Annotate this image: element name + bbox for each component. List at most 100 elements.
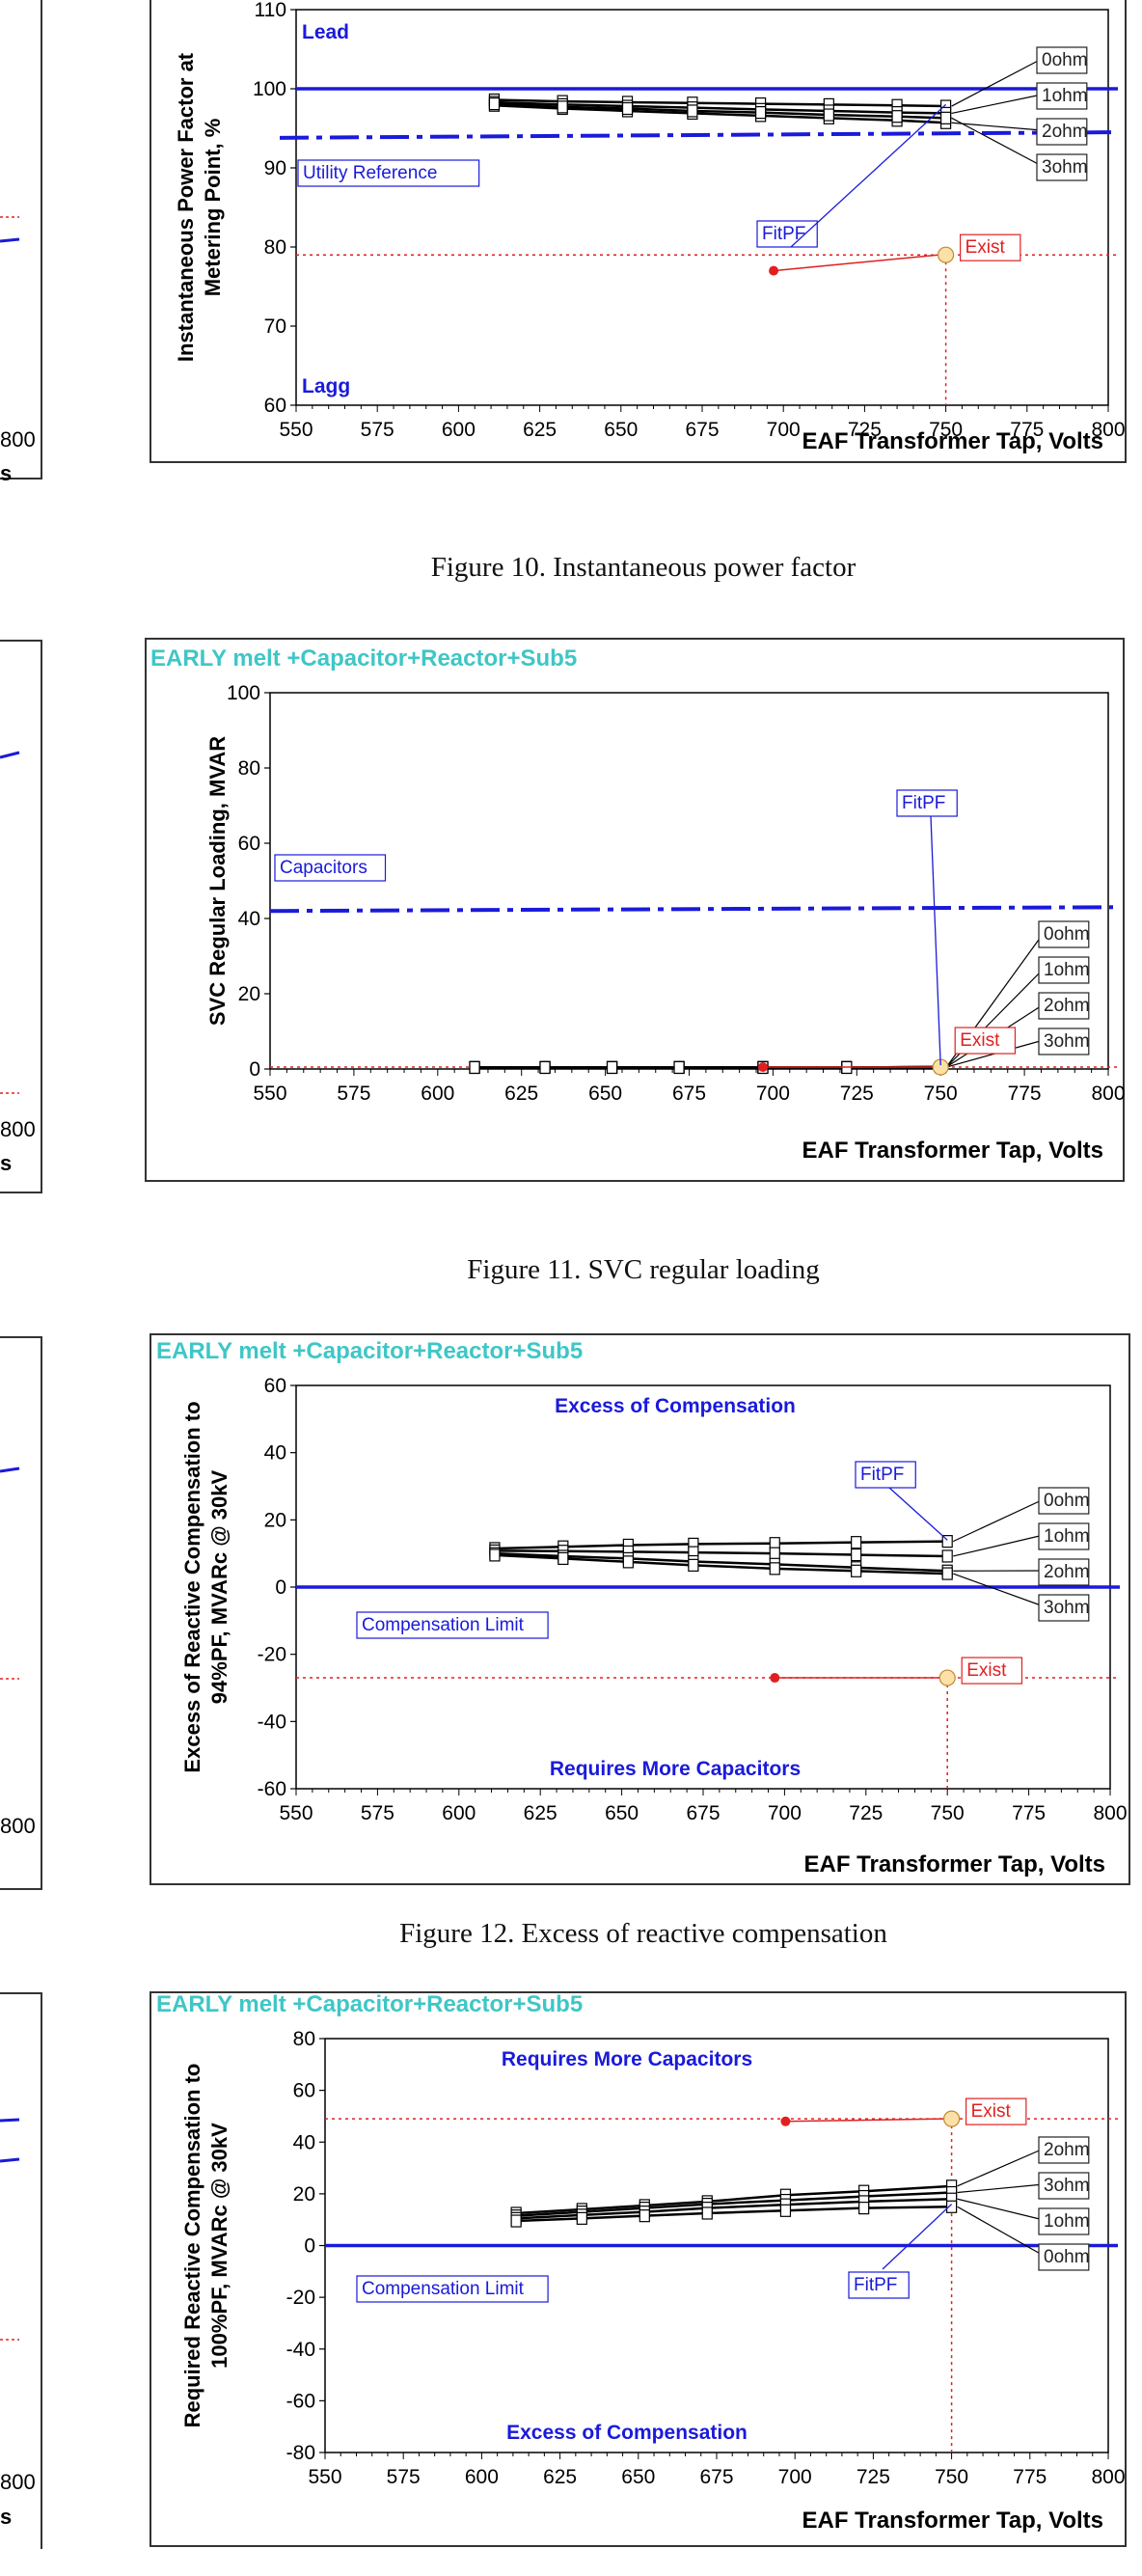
y-tick-label: 0 [304, 2235, 315, 2258]
annotation-top: Requires More Capacitors [502, 2048, 752, 2070]
x-tick-label: 625 [523, 419, 557, 441]
chart-frame-1 [150, 0, 1127, 463]
series-name-label: 3ohm [1044, 1031, 1090, 1052]
x-tick-label: 600 [465, 2466, 499, 2488]
x-axis-label: EAF Transformer Tap, Volts [802, 1137, 1103, 1164]
y-tick-label: -20 [286, 2287, 315, 2309]
series-line [494, 98, 946, 108]
exist-point [938, 1669, 956, 1686]
x-tick-label: 700 [767, 419, 801, 441]
series-leader [957, 2206, 1045, 2257]
fitpf-label-box [855, 1461, 916, 1489]
y-tick-label: -80 [286, 2442, 315, 2464]
x-tick-label: 675 [685, 419, 719, 441]
series-name-label: 0ohm [1042, 50, 1088, 70]
series-leader [951, 122, 1043, 131]
y-tick-label: 90 [264, 157, 286, 179]
y-tick-label: 0 [249, 1058, 260, 1081]
series-name-label-box [1038, 2207, 1090, 2235]
exist-arrow [774, 254, 938, 272]
fitpf-label: FitPF [902, 793, 945, 813]
x-axis-label: EAF Transformer Tap, Volts [803, 1851, 1105, 1877]
y-tick-label: 60 [264, 395, 286, 417]
series-name-label: 0ohm [1044, 2247, 1090, 2267]
figure-caption: Figure 12. Excess of reactive compensati… [399, 1918, 887, 1949]
exist-point [942, 2110, 961, 2127]
series-name-label-box [1038, 920, 1090, 948]
series-leader [953, 1534, 1045, 1557]
fitpf-label: FitPF [860, 1465, 904, 1485]
y-axis-label: Required Reactive Compensation to [180, 2064, 204, 2428]
y-tick-label: 60 [238, 833, 260, 855]
x-tick-label: 575 [361, 1802, 394, 1824]
data-point [687, 104, 698, 118]
y-tick-label: 40 [238, 908, 260, 930]
data-point [891, 110, 903, 123]
x-tick-label: 800 [1091, 419, 1125, 441]
series-name-label: 1ohm [1044, 1526, 1090, 1547]
chart-title: EARLY melt +Capacitor+Reactor+Sub5 [156, 1338, 583, 1364]
y-tick-label: 70 [264, 315, 286, 338]
exist-label-box [959, 233, 1021, 261]
x-tick-label: 650 [604, 419, 638, 441]
y-tick-label: 80 [238, 757, 260, 780]
x-tick-label: 675 [672, 1082, 706, 1105]
y-tick-label: 40 [264, 1442, 286, 1465]
series-name-label: 3ohm [1042, 157, 1088, 178]
x-tick-label: 700 [778, 2466, 812, 2488]
series-name-label: 0ohm [1044, 924, 1090, 945]
x-tick-label: 600 [442, 419, 476, 441]
series-leader [951, 58, 1043, 107]
reference-label: Capacitors [280, 858, 367, 878]
chart-title: EARLY melt +Capacitor+Reactor+Sub5 [150, 645, 577, 671]
x-tick-label: 700 [756, 1082, 790, 1105]
series-line [494, 100, 946, 115]
data-point [557, 1551, 569, 1565]
chart-frame-3 [150, 1333, 1130, 1885]
series-name-label-box [1036, 46, 1088, 74]
x-tick-label: 600 [421, 1082, 454, 1105]
series-leader [957, 2183, 1045, 2194]
x-tick-label: 575 [361, 419, 394, 441]
red-point [770, 1673, 780, 1684]
x-tick-label: 650 [605, 1802, 639, 1824]
x-axis-label: EAF Transformer Tap, Volts [802, 428, 1103, 454]
x-axis-label: EAF Transformer Tap, Volts [802, 2507, 1103, 2534]
series-leader [957, 2148, 1045, 2187]
data-point [941, 1535, 953, 1548]
series-name-label-box [1038, 2172, 1090, 2200]
data-point [755, 105, 767, 120]
series-name-label: 2ohm [1042, 122, 1088, 142]
x-tick-label: 800 [1091, 2466, 1125, 2488]
data-point [823, 108, 834, 122]
data-point [469, 1060, 480, 1075]
data-point [621, 101, 634, 116]
x-tick-label: 725 [849, 1802, 883, 1824]
series-leader [957, 2198, 1045, 2221]
x-tick-label: 700 [768, 1802, 802, 1824]
series-name-label-box [1036, 82, 1088, 110]
data-point [701, 2206, 713, 2220]
series-name-label-box [1038, 1594, 1090, 1622]
series-name-label-box [1038, 2243, 1090, 2271]
y-axis-label: 94%PF, MVARc @ 30kV [207, 1469, 231, 1704]
partial-label: 800 [0, 2470, 36, 2494]
fitpf-label-box [848, 2271, 910, 2299]
data-point [576, 2211, 587, 2225]
series-name-label: 2ohm [1044, 996, 1090, 1016]
data-point [941, 1567, 953, 1580]
reference-label-box [297, 159, 480, 187]
series-name-label-box [1036, 153, 1088, 181]
x-tick-label: 625 [504, 1082, 538, 1105]
series-name-label: 2ohm [1044, 2140, 1090, 2160]
left-partial-marks [0, 216, 20, 2341]
x-tick-label: 550 [253, 1082, 286, 1105]
data-point [539, 1060, 551, 1075]
reference-label-box [274, 854, 387, 882]
data-point [858, 2202, 870, 2215]
y-tick-label: 40 [293, 2131, 315, 2153]
partial-label: 800 [0, 1814, 36, 1838]
red-point [780, 2116, 791, 2126]
